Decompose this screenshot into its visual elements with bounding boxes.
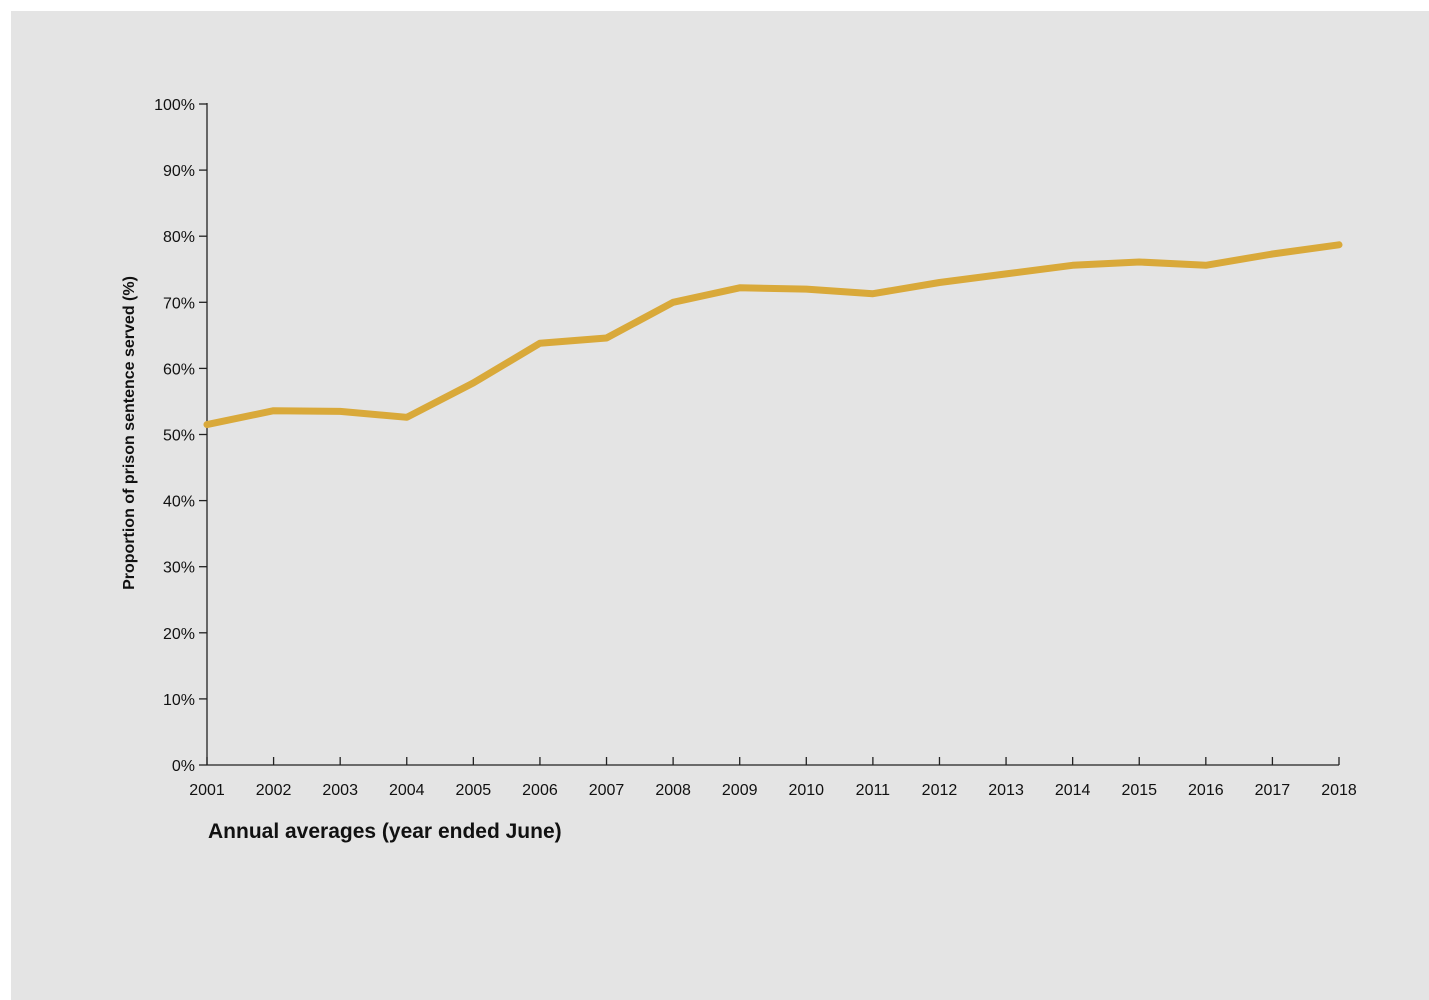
y-tick-label: 40%	[163, 494, 195, 511]
x-tick-label: 2012	[922, 782, 958, 799]
x-tick-label: 2008	[655, 782, 691, 799]
x-tick-label: 2006	[522, 782, 558, 799]
x-tick-label: 2010	[788, 782, 824, 799]
x-tick-label: 2015	[1121, 782, 1157, 799]
x-tick-label: 2013	[988, 782, 1024, 799]
x-tick-label: 2001	[189, 782, 225, 799]
y-tick-label: 100%	[154, 97, 195, 114]
y-axis: 0% 10% 20% 30% 40% 50% 60% 70% 80% 90% 100%	[154, 97, 208, 775]
x-tick-label: 2007	[589, 782, 625, 799]
x-tick-label: 2005	[456, 782, 492, 799]
x-tick-label: 2011	[856, 782, 891, 799]
y-tick-label: 80%	[163, 229, 195, 246]
x-tick-label: 2002	[256, 782, 292, 799]
x-tick-label: 2004	[389, 782, 425, 799]
x-tick-label: 2016	[1188, 782, 1224, 799]
y-tick-label: 30%	[163, 560, 195, 577]
x-tick-label: 2018	[1321, 782, 1357, 799]
series-line	[203, 241, 1343, 429]
y-tick-label: 0%	[172, 758, 195, 775]
x-tick-label: 2014	[1055, 782, 1091, 799]
x-axis-title: Annual averages (year ended June)	[208, 820, 562, 843]
x-axis: 2001 2002 2003 2004 2005 2006 2007 2008 2009 2010…	[189, 757, 1357, 799]
y-tick-label: 70%	[163, 295, 195, 312]
y-tick-label: 90%	[163, 163, 195, 180]
series-lines	[203, 241, 1343, 429]
y-axis-title: Proportion of prison sentence served (%)	[121, 276, 138, 590]
x-tick-label: 2017	[1255, 782, 1291, 799]
y-tick-label: 10%	[163, 692, 195, 709]
chart-panel	[11, 11, 1429, 1000]
x-tick-label: 2009	[722, 782, 758, 799]
x-tick-label: 2003	[322, 782, 358, 799]
y-tick-label: 20%	[163, 626, 195, 643]
y-tick-label: 60%	[163, 361, 195, 378]
y-tick-label: 50%	[163, 428, 195, 445]
